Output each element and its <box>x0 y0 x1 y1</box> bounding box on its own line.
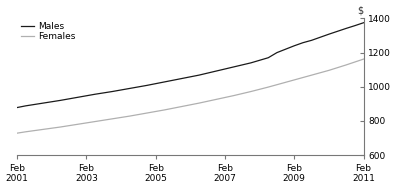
Males <box>84 95 89 97</box>
Females <box>110 118 115 120</box>
Males <box>318 36 323 38</box>
Females <box>58 126 63 128</box>
Females <box>93 120 97 123</box>
Text: $: $ <box>357 6 364 16</box>
Females <box>101 119 106 121</box>
Males <box>214 70 219 72</box>
Males <box>32 103 37 106</box>
Females <box>361 58 366 60</box>
Females <box>179 105 184 108</box>
Males <box>188 76 193 78</box>
Females <box>49 127 54 129</box>
Males <box>110 90 115 93</box>
Females <box>257 88 262 90</box>
Line: Males: Males <box>17 23 364 108</box>
Males <box>344 27 349 29</box>
Females <box>23 131 28 133</box>
Females <box>162 109 167 111</box>
Females <box>32 129 37 132</box>
Males <box>145 84 149 87</box>
Males <box>75 96 80 98</box>
Females <box>40 128 45 131</box>
Females <box>335 67 340 69</box>
Line: Females: Females <box>17 59 364 133</box>
Males <box>335 30 340 32</box>
Females <box>301 76 305 79</box>
Females <box>283 81 288 83</box>
Females <box>249 90 253 93</box>
Males <box>179 77 184 80</box>
Females <box>344 64 349 66</box>
Males <box>197 74 201 76</box>
Males <box>283 48 288 50</box>
Males <box>327 33 331 35</box>
Males <box>49 101 54 103</box>
Males <box>23 105 28 107</box>
Females <box>171 107 175 109</box>
Females <box>197 102 201 104</box>
Males <box>40 102 45 104</box>
Females <box>67 125 71 127</box>
Females <box>353 61 357 63</box>
Males <box>275 51 279 54</box>
Males <box>292 45 297 47</box>
Females <box>15 132 19 134</box>
Males <box>240 64 245 66</box>
Males <box>301 42 305 44</box>
Females <box>153 110 158 113</box>
Males <box>249 62 253 64</box>
Males <box>93 93 97 95</box>
Males <box>266 57 271 59</box>
Males <box>257 59 262 61</box>
Males <box>171 79 175 81</box>
Males <box>162 81 167 83</box>
Females <box>275 84 279 86</box>
Females <box>145 112 149 114</box>
Females <box>205 100 210 102</box>
Males <box>223 68 227 70</box>
Males <box>15 106 19 109</box>
Females <box>309 74 314 76</box>
Females <box>75 123 80 125</box>
Males <box>353 25 357 27</box>
Females <box>214 98 219 101</box>
Legend: Males, Females: Males, Females <box>19 20 77 43</box>
Males <box>127 87 132 90</box>
Females <box>231 94 236 97</box>
Females <box>136 113 141 116</box>
Males <box>58 99 63 101</box>
Males <box>136 86 141 88</box>
Females <box>127 115 132 117</box>
Females <box>223 96 227 99</box>
Females <box>240 92 245 95</box>
Females <box>292 79 297 81</box>
Males <box>231 66 236 68</box>
Males <box>205 72 210 74</box>
Males <box>153 83 158 85</box>
Females <box>327 69 331 71</box>
Males <box>101 92 106 94</box>
Females <box>119 116 123 119</box>
Females <box>318 72 323 74</box>
Males <box>361 22 366 24</box>
Females <box>188 104 193 106</box>
Females <box>84 122 89 124</box>
Males <box>67 98 71 100</box>
Males <box>309 39 314 41</box>
Males <box>119 89 123 91</box>
Females <box>266 86 271 88</box>
